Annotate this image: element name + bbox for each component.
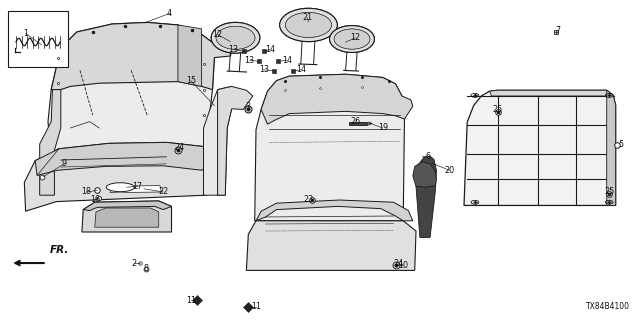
Ellipse shape (216, 26, 255, 49)
Polygon shape (82, 201, 172, 232)
Ellipse shape (211, 22, 260, 53)
Text: 11: 11 (186, 296, 196, 305)
Text: 6: 6 (425, 152, 430, 161)
Polygon shape (106, 183, 134, 192)
Polygon shape (204, 86, 232, 195)
Ellipse shape (285, 12, 332, 37)
Ellipse shape (330, 26, 374, 52)
Text: 25: 25 (493, 105, 503, 114)
Text: 3: 3 (246, 102, 251, 111)
Text: 8: 8 (143, 264, 148, 273)
Polygon shape (35, 142, 208, 175)
Text: 5: 5 (618, 140, 623, 149)
Text: 14: 14 (265, 45, 275, 54)
Text: 13: 13 (259, 65, 269, 74)
Text: 18: 18 (81, 188, 92, 196)
Text: 16: 16 (90, 196, 100, 204)
Polygon shape (256, 200, 413, 221)
Text: 19: 19 (378, 124, 388, 132)
Polygon shape (246, 221, 416, 270)
Polygon shape (607, 90, 616, 205)
Text: 26: 26 (350, 117, 360, 126)
Text: 2: 2 (132, 259, 137, 268)
Bar (8, 11, 68, 67)
Ellipse shape (280, 8, 337, 42)
Ellipse shape (334, 29, 370, 49)
Ellipse shape (334, 29, 370, 49)
Text: 24: 24 (174, 143, 184, 152)
Text: 10: 10 (398, 261, 408, 270)
Polygon shape (218, 86, 253, 195)
Text: 15: 15 (186, 76, 196, 85)
Text: 13: 13 (244, 56, 255, 65)
Polygon shape (255, 74, 404, 221)
Polygon shape (110, 186, 161, 193)
Text: TX84B4100: TX84B4100 (586, 302, 630, 311)
Text: 7: 7 (556, 26, 561, 35)
Text: 11: 11 (251, 302, 261, 311)
Text: 22: 22 (158, 188, 168, 196)
Text: 17: 17 (132, 182, 143, 191)
Ellipse shape (280, 8, 337, 42)
Polygon shape (261, 74, 413, 124)
Text: FR.: FR. (50, 245, 69, 255)
Ellipse shape (330, 26, 374, 52)
Polygon shape (51, 22, 232, 90)
Text: 23: 23 (303, 195, 314, 204)
Polygon shape (83, 201, 172, 211)
Text: 20: 20 (444, 166, 454, 175)
Polygon shape (490, 90, 613, 96)
Text: 21: 21 (302, 13, 312, 22)
Polygon shape (178, 25, 202, 86)
Polygon shape (48, 22, 214, 195)
Ellipse shape (285, 12, 332, 37)
Ellipse shape (216, 26, 255, 49)
Polygon shape (464, 90, 616, 205)
Text: 14: 14 (296, 65, 306, 74)
Polygon shape (40, 90, 61, 195)
Text: 24: 24 (393, 260, 403, 268)
Polygon shape (416, 156, 436, 237)
Bar (349, 122, 367, 125)
Text: 12: 12 (212, 30, 223, 39)
Text: 14: 14 (282, 56, 292, 65)
Polygon shape (413, 162, 436, 187)
Text: 4: 4 (167, 9, 172, 18)
Polygon shape (24, 142, 208, 211)
Text: 1: 1 (23, 29, 28, 38)
Polygon shape (95, 208, 159, 227)
Text: 9: 9 (61, 159, 67, 168)
Text: 13: 13 (228, 45, 239, 54)
Text: 25: 25 (604, 188, 614, 196)
Text: 12: 12 (350, 33, 360, 42)
Ellipse shape (211, 22, 260, 53)
